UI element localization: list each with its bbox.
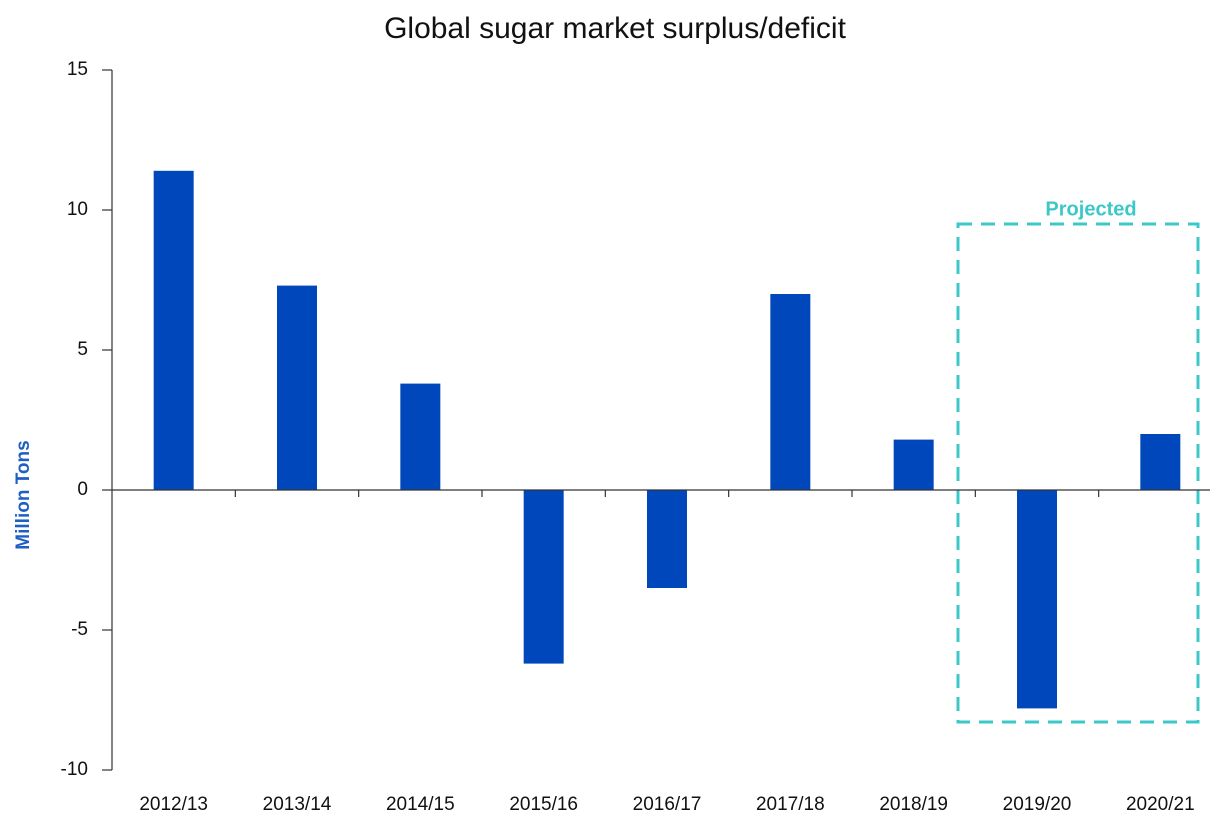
y-axis-label: Million Tons [13,440,34,549]
bar [277,285,317,490]
bar [647,490,687,588]
y-tick-label: 15 [67,59,88,80]
bar [1140,434,1181,490]
x-tick-label: 2016/17 [633,794,702,815]
x-tick-label: 2020/21 [1126,794,1195,815]
y-tick-label: 0 [77,479,88,500]
projected-box [956,222,1200,724]
x-tick-label: 2013/14 [263,794,332,815]
x-tick-label: 2017/18 [756,794,825,815]
annotation: Projected [1045,198,1136,220]
bar [770,294,811,490]
bar [1017,490,1057,709]
bar [400,383,441,490]
x-tick-label: 2012/13 [139,794,208,815]
y-tick-label: 10 [67,199,88,220]
y-tick-label: -10 [61,759,88,780]
bar [523,490,564,664]
x-tick-label: 2015/16 [509,794,578,815]
x-tick-label: 2018/19 [879,794,948,815]
bar [893,439,934,490]
chart-title: Global sugar market surplus/deficit [384,12,847,45]
y-tick-label: -5 [71,619,88,640]
x-tick-label: 2019/20 [1003,794,1072,815]
x-tick-label: 2014/15 [386,794,455,815]
bar [153,170,194,491]
y-tick-label: 5 [77,339,88,360]
